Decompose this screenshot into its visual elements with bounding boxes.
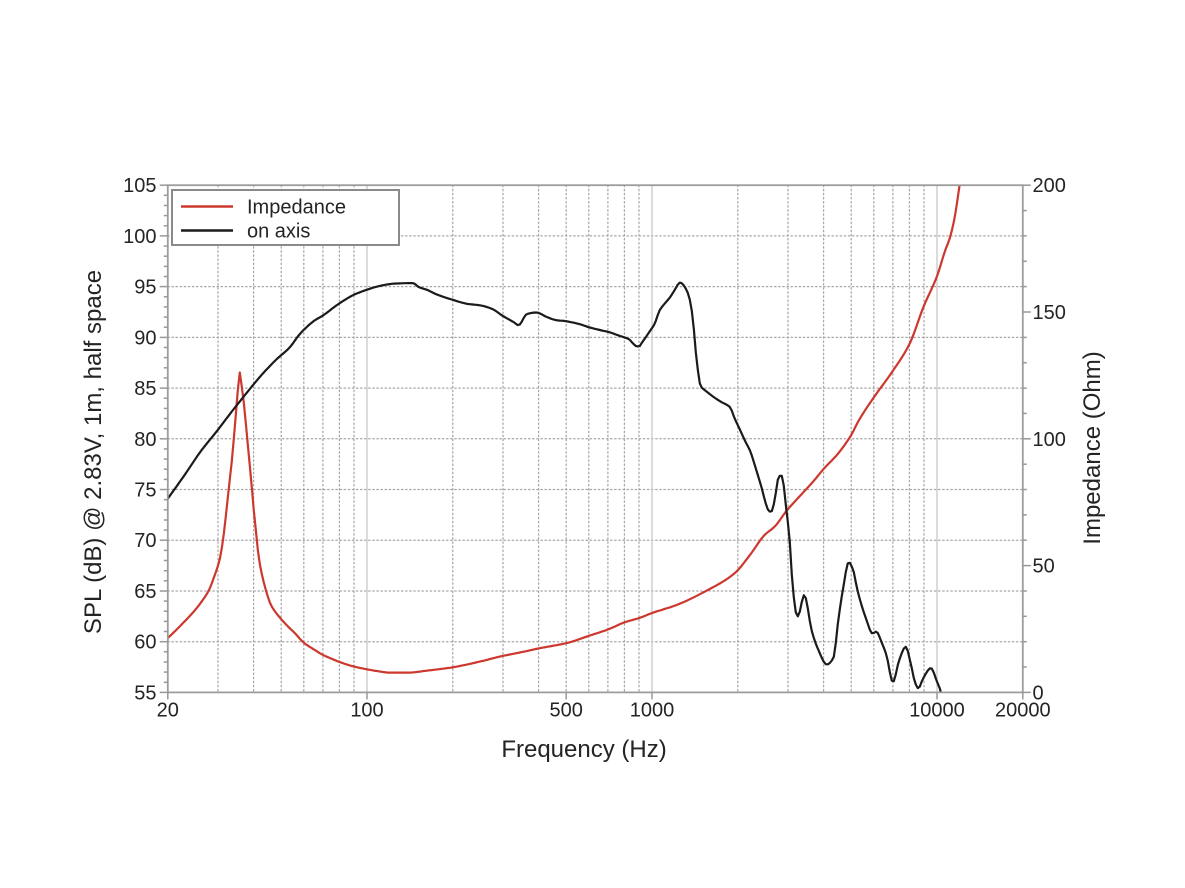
svg-text:100: 100 [123,226,156,248]
svg-text:1000: 1000 [630,700,675,722]
svg-text:150: 150 [1033,302,1066,324]
svg-text:20: 20 [157,700,179,722]
svg-text:70: 70 [134,530,156,552]
svg-text:Frequency (Hz): Frequency (Hz) [501,736,666,763]
svg-text:500: 500 [550,700,583,722]
svg-text:75: 75 [134,480,156,502]
svg-text:65: 65 [134,581,156,603]
svg-text:50: 50 [1033,556,1055,578]
svg-text:200: 200 [1033,175,1066,197]
svg-text:10000: 10000 [909,700,965,722]
svg-text:SPL (dB) @ 2.83V, 1m, half spa: SPL (dB) @ 2.83V, 1m, half space [80,270,107,634]
svg-text:90: 90 [134,327,156,349]
svg-text:on axis: on axis [247,221,310,243]
svg-text:100: 100 [350,700,383,722]
svg-text:100: 100 [1033,429,1066,451]
svg-text:105: 105 [123,175,156,197]
svg-text:0: 0 [1033,682,1044,704]
svg-text:60: 60 [134,632,156,654]
svg-text:Impedance (Ohm): Impedance (Ohm) [1079,351,1106,544]
svg-text:20000: 20000 [995,700,1051,722]
svg-text:85: 85 [134,378,156,400]
svg-text:55: 55 [134,682,156,704]
svg-text:95: 95 [134,277,156,299]
svg-text:Impedance: Impedance [247,197,346,219]
svg-text:80: 80 [134,429,156,451]
